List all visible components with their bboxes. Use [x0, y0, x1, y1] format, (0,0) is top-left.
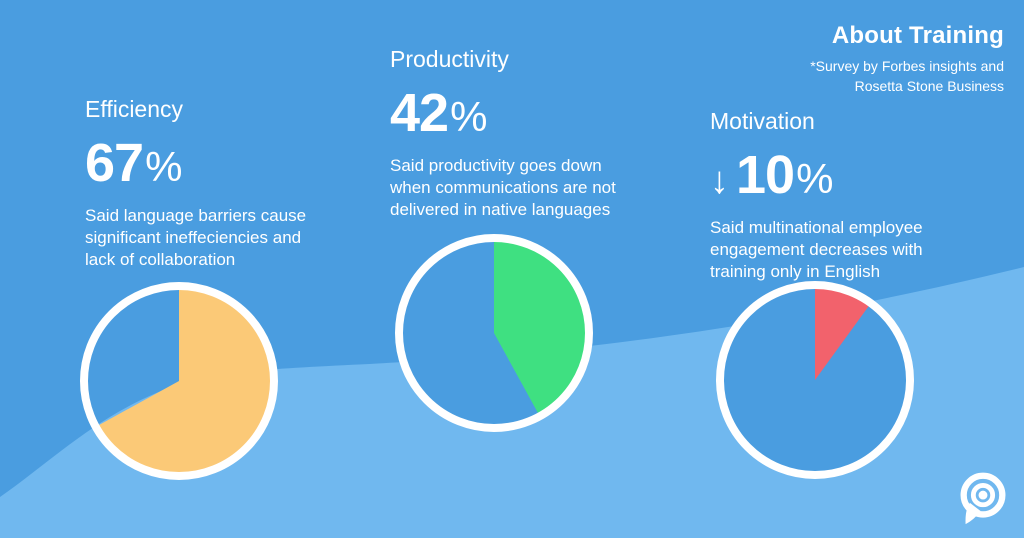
- stat-card-motivation: Motivation ↓ 10 % Said multinational emp…: [710, 108, 1010, 283]
- percent-sign: %: [145, 143, 183, 190]
- header: About Training *Survey by Forbes insight…: [810, 22, 1004, 97]
- pie-chart-efficiency: [80, 282, 278, 480]
- stat-value: 42 %: [390, 82, 690, 144]
- stat-description: Said productivity goes down when communi…: [390, 156, 616, 219]
- stat-value: 67 %: [85, 132, 385, 194]
- stat-description: Said multinational employee engagement d…: [710, 218, 923, 281]
- stat-digits: 10: [736, 145, 795, 205]
- stat-value: ↓ 10 %: [710, 144, 1010, 206]
- percent-sign: %: [450, 93, 488, 140]
- pie-chart-motivation: [716, 281, 914, 479]
- stat-label: Motivation: [710, 108, 815, 134]
- pie-chart-productivity: [395, 234, 593, 432]
- stat-digits: 42: [390, 83, 449, 143]
- stat-description: Said language barriers cause significant…: [85, 206, 307, 269]
- down-arrow-icon: ↓: [710, 160, 729, 202]
- survey-attribution: *Survey by Forbes insights and Rosetta S…: [810, 58, 1004, 94]
- stat-digits: 67: [85, 133, 144, 193]
- page-title: About Training: [831, 22, 1004, 49]
- stat-card-productivity: Productivity 42 % Said productivity goes…: [390, 46, 690, 221]
- percent-sign: %: [796, 155, 834, 202]
- stat-label: Productivity: [390, 46, 509, 72]
- stat-label: Efficiency: [85, 96, 184, 122]
- stat-card-efficiency: Efficiency 67 % Said language barriers c…: [85, 96, 385, 271]
- brand-bullseye-bubble-logo-icon: [960, 472, 1006, 525]
